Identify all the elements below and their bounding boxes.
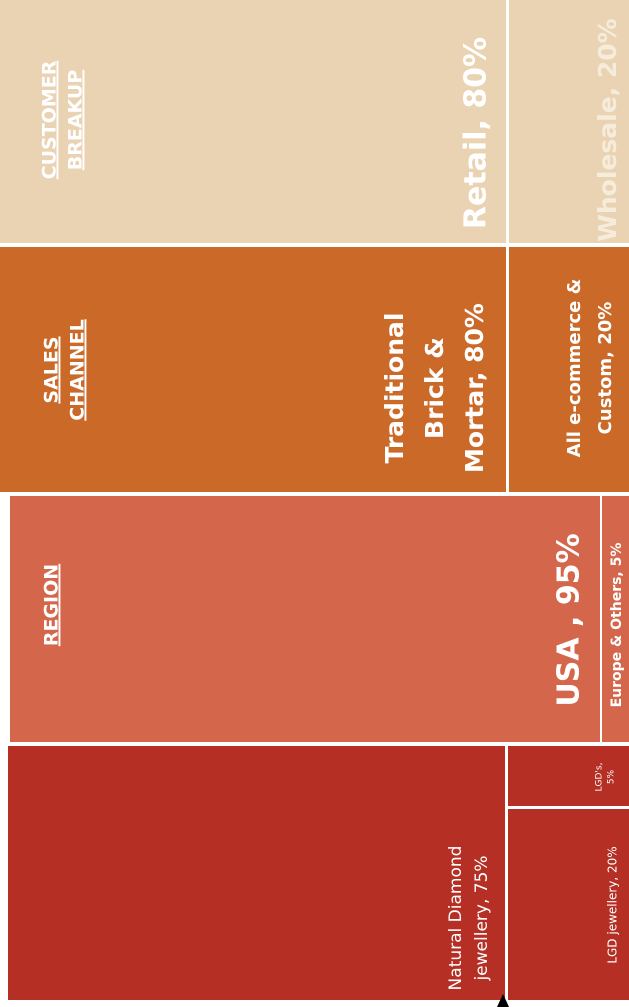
arrow [497,994,509,1007]
label: Custom, 20% [595,302,616,435]
wholesale-cell [509,0,629,243]
label: Natural Diamond [446,846,466,991]
natural-diamond-cell [8,746,505,1000]
label: Brick & [420,337,449,439]
brick-mortar-cell [0,247,506,492]
label: LGD jewellery, 20% [606,846,620,963]
europe-cell [602,496,629,742]
label: Retail, 80% [459,37,494,229]
label: Mortar, 80% [460,303,489,473]
header: BREAKUP [65,70,87,171]
label: LGD's, [595,763,605,792]
label: Europe & Others, 5% [609,543,625,708]
label: jewellery, 75% [472,855,492,981]
header: REGION [41,564,63,646]
header: CUSTOMER [39,60,61,179]
lgd-jewellery-cell [508,809,629,1000]
header: CHANNEL [67,319,89,420]
lgds-cell [508,746,629,806]
label: All e-commerce & [564,279,585,458]
ecommerce-cell [509,247,629,492]
usa-cell [10,496,600,742]
label: Traditional [380,313,409,464]
label: USA , 95% [552,533,587,706]
label: 5% [607,769,617,784]
retail-cell [0,0,506,243]
label: Wholesale, 20% [593,18,622,241]
header: SALES [41,336,63,403]
